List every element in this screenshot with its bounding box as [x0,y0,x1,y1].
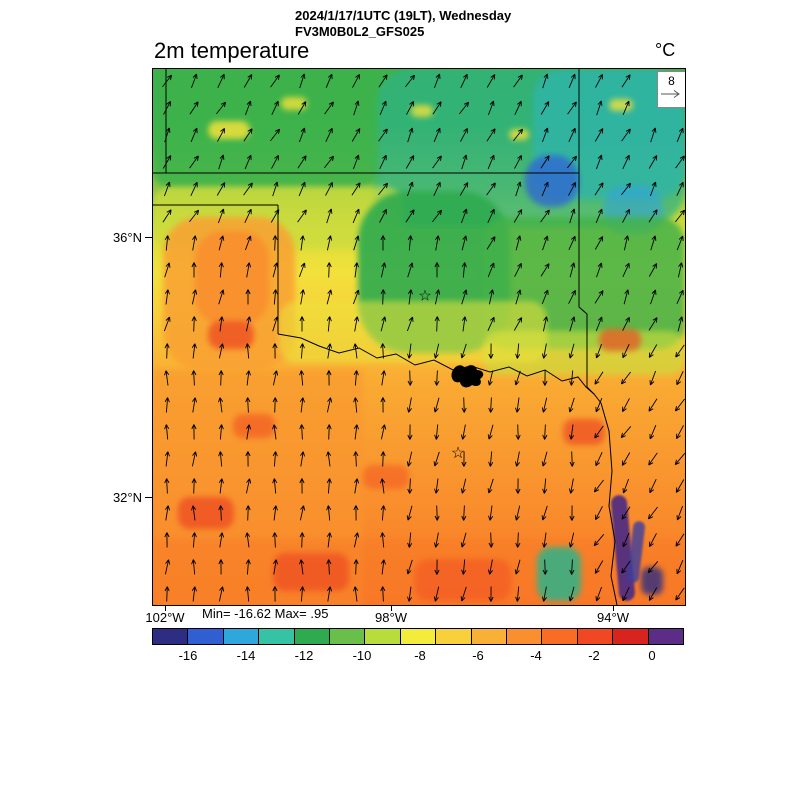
wind-reference-arrow-icon [661,90,680,98]
star-marker: ☆ [450,445,466,462]
colorbar-segment [506,629,542,644]
state-borders-layer [153,69,618,605]
colorbar-segment [399,629,436,644]
temperature-patch [281,97,307,110]
temperature-patch [641,567,663,595]
colorbar-segment [153,629,188,644]
temperature-patch [609,99,633,111]
plot-title: 2m temperature [154,38,310,63]
colorbar-tick-label: -12 [294,648,314,663]
colorbar-tick-label: -14 [236,648,256,663]
colorbar-segment [258,629,294,644]
minmax-label: Min= -16.62 Max= .95 [202,606,329,621]
lat-axis-label: 32°N [112,490,142,505]
colorbar-segment [329,629,365,644]
colorbar-segment [647,629,684,644]
colorbar-segment [293,629,330,644]
temperature-patch [411,105,433,117]
temperature-patch [563,419,605,445]
temperature-patch [599,329,641,351]
lat-axis-label: 36°N [112,230,142,245]
temperature-patch [537,547,581,601]
temperature-patch [273,553,349,591]
colorbar [152,628,684,645]
lat-axis-tick [145,497,152,498]
temperature-patch [233,414,275,438]
temperature-patch [509,129,529,140]
map-panel: ☆ ☆ 8 [152,68,686,606]
colorbar-tick-label: -10 [352,648,372,663]
lake-shape [451,365,484,388]
colorbar-tick-label: -4 [530,648,542,663]
colorbar-segment [576,629,613,644]
lon-axis-tick [613,605,614,611]
lon-axis-label: 98°W [375,610,407,625]
temperature-patch [525,155,579,207]
header-model-id: FV3M0B0L2_GFS025 [295,24,425,39]
temperature-patch [363,465,409,489]
colorbar-tick-label: 0 [648,648,656,663]
lon-axis-tick [391,605,392,611]
colorbar-tick-label: -16 [178,648,198,663]
colorbar-segment [612,629,648,644]
colorbar-segment [541,629,577,644]
lon-axis-tick [165,605,166,611]
wind-vectors-layer [162,73,685,602]
colorbar-segment [435,629,471,644]
lon-axis-label: 102°W [145,610,185,625]
colorbar-tick-label: -6 [472,648,484,663]
wind-reference-box: 8 [657,71,685,108]
lon-axis-label: 94°W [597,610,629,625]
temperature-patch [195,231,269,325]
units-label: °C [655,40,676,60]
colorbar-segment [187,629,223,644]
temperature-patch [208,321,254,349]
colorbar-tick-label: -2 [588,648,600,663]
colorbar-segment [222,629,259,644]
border-ok-ar-east [578,173,595,395]
wind-reference-value: 8 [668,74,675,88]
temperature-patch [415,559,511,601]
colorbar-segment [470,629,507,644]
temperature-patch [279,301,547,363]
star-marker: ☆ [418,287,432,305]
lat-axis-tick [145,237,152,238]
plot-header: 2024/1/17/1UTC (19LT), Wednesday FV3M0B0… [295,8,511,40]
colorbar-tick-label: -8 [414,648,426,663]
header-datetime: 2024/1/17/1UTC (19LT), Wednesday [295,8,512,23]
border-tx-ar-east [600,402,618,605]
colorbar-segment [364,629,400,644]
temperature-patch [178,497,234,529]
temperature-patch [208,121,250,139]
wind-vectors [162,73,685,602]
